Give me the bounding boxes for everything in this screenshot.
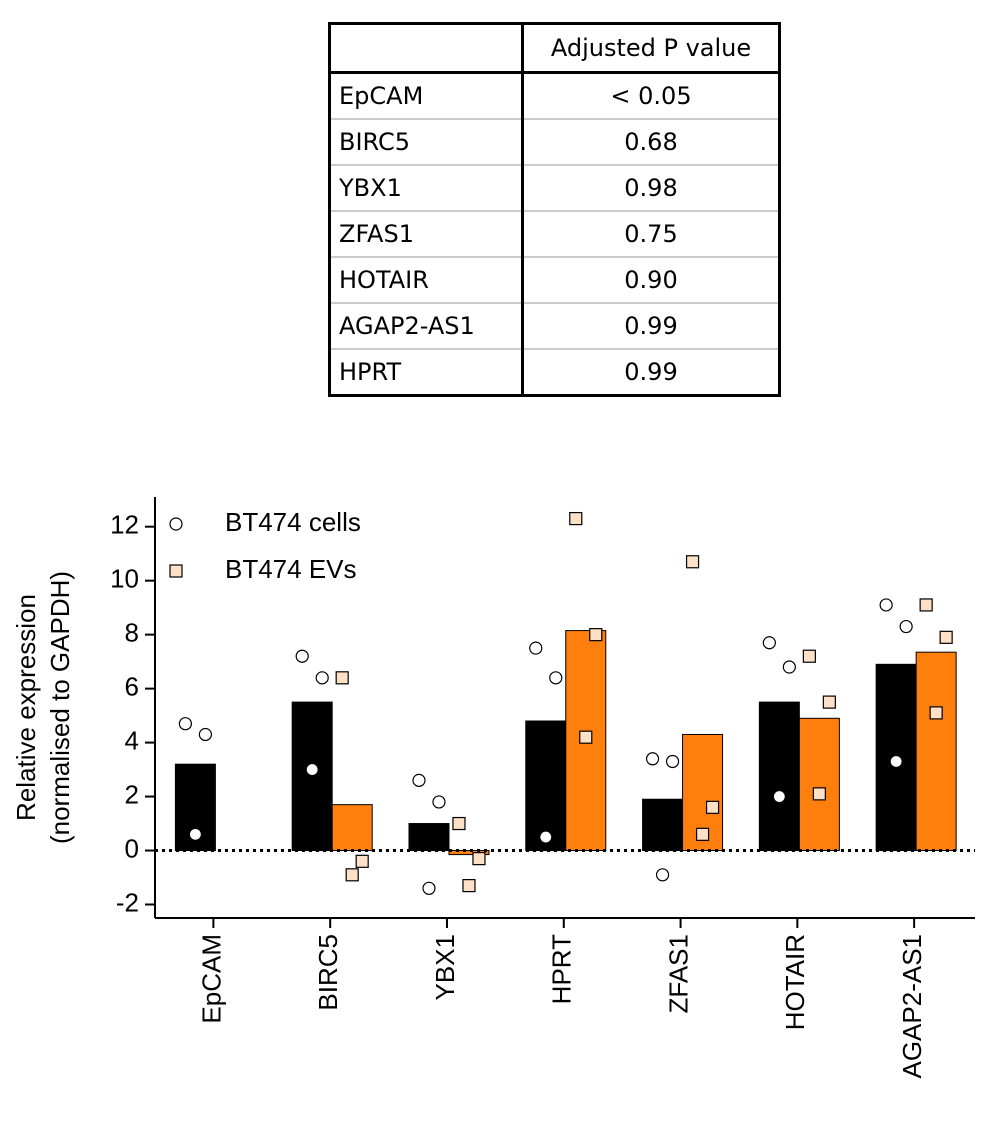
table-row: BIRC5 0.68 <box>329 119 780 166</box>
point <box>782 660 796 674</box>
bar <box>448 850 490 856</box>
bar <box>525 720 567 852</box>
point <box>589 628 603 642</box>
cell: EpCAM <box>329 72 524 120</box>
point <box>335 671 349 685</box>
cell: < 0.05 <box>522 72 780 120</box>
point <box>432 795 446 809</box>
point <box>899 619 913 634</box>
bar <box>758 701 800 852</box>
point <box>822 695 836 709</box>
bar <box>408 823 450 852</box>
legend-label: BT474 EVs <box>225 554 357 584</box>
bar <box>915 651 957 852</box>
point <box>665 754 680 769</box>
point <box>579 730 593 744</box>
point <box>529 641 543 655</box>
cell: ZFAS1 <box>329 211 524 258</box>
legend-label: BT474 cells <box>225 507 361 537</box>
table-row: HPRT 0.99 <box>329 349 780 397</box>
point <box>472 852 486 866</box>
y-tick-label: 6 <box>125 671 139 701</box>
point <box>422 881 436 895</box>
cell: HOTAIR <box>329 257 524 304</box>
bar <box>798 717 840 852</box>
table-row: AGAP2-AS1 0.99 <box>329 303 780 350</box>
point <box>188 827 202 841</box>
x-tick-label: EpCAM <box>196 934 226 1024</box>
y-tick-label: 4 <box>125 725 139 755</box>
y-tick-label: -2 <box>116 887 139 917</box>
point <box>772 789 786 804</box>
header-cell: Adjusted P value <box>522 23 780 74</box>
y-tick-label: 0 <box>125 833 139 863</box>
point <box>539 830 553 844</box>
p-value-table: Adjusted P value EpCAM < 0.05 BIRC5 0.68 YBX1… <box>328 22 781 397</box>
point <box>549 671 563 685</box>
table-row: EpCAM < 0.05 <box>329 72 780 120</box>
x-tick-label: YBX1 <box>430 934 460 1001</box>
cell: 0.75 <box>522 211 780 258</box>
point <box>655 868 670 882</box>
point <box>198 727 212 742</box>
y-axis-label-line: Relative expression <box>11 594 41 821</box>
cell: YBX1 <box>329 165 524 212</box>
x-tick-label: ZFAS1 <box>663 934 693 1013</box>
point <box>178 717 192 731</box>
point <box>919 598 933 612</box>
table-row: HOTAIR 0.90 <box>329 257 780 304</box>
table-row: Adjusted P value <box>329 23 780 74</box>
point <box>802 649 816 663</box>
point <box>762 636 776 650</box>
cell: AGAP2-AS1 <box>329 303 524 350</box>
point <box>345 868 359 882</box>
point <box>889 754 903 769</box>
y-tick-label: 2 <box>125 779 139 809</box>
point <box>412 773 426 787</box>
point <box>929 706 943 720</box>
cell: 0.90 <box>522 257 780 304</box>
y-tick-label: 12 <box>110 510 139 540</box>
point <box>569 511 583 526</box>
cell: 0.99 <box>522 303 780 350</box>
point <box>645 752 660 766</box>
point <box>879 598 893 612</box>
table-row: YBX1 0.98 <box>329 165 780 212</box>
x-tick-label: HPRT <box>547 934 577 1004</box>
point <box>315 671 329 685</box>
bar <box>291 701 333 852</box>
bar <box>331 804 373 852</box>
point <box>305 762 319 777</box>
bar <box>642 798 684 852</box>
x-tick-label: AGAP2-AS1 <box>897 934 927 1079</box>
point <box>812 787 826 801</box>
point <box>939 630 953 644</box>
cell: 0.68 <box>522 119 780 166</box>
cell: 0.99 <box>522 349 780 397</box>
point <box>685 555 700 569</box>
cell: 0.98 <box>522 165 780 212</box>
x-tick-label: BIRC5 <box>313 934 343 1011</box>
point <box>705 800 720 814</box>
header-cell <box>329 23 524 74</box>
y-tick-label: 8 <box>125 618 139 648</box>
x-tick-label: HOTAIR <box>780 934 810 1030</box>
point <box>355 854 369 868</box>
point <box>462 879 476 893</box>
point <box>295 649 309 663</box>
legend-marker <box>169 517 183 531</box>
table-row: ZFAS1 0.75 <box>329 211 780 258</box>
point <box>452 816 466 831</box>
y-axis-label: Relative expression (normalised to GAPDH) <box>11 571 75 844</box>
cell: BIRC5 <box>329 119 524 166</box>
legend-marker <box>169 564 183 578</box>
y-tick-label: 10 <box>110 564 139 594</box>
point <box>695 827 710 841</box>
y-axis-label-line: (normalised to GAPDH) <box>45 571 75 844</box>
cell: HPRT <box>329 349 524 397</box>
